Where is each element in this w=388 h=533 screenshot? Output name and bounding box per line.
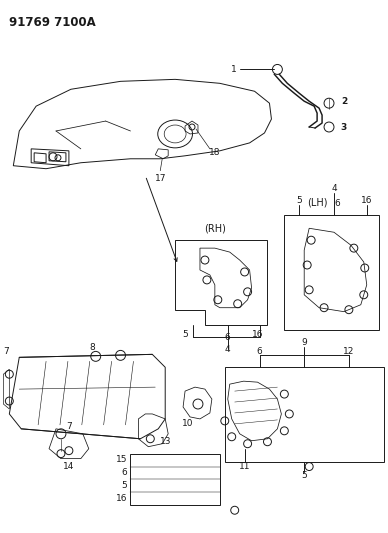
Text: 8: 8 xyxy=(90,343,95,352)
Text: 4: 4 xyxy=(331,184,337,193)
Text: 14: 14 xyxy=(63,462,74,471)
Text: 16: 16 xyxy=(252,330,263,339)
Text: 12: 12 xyxy=(343,347,355,356)
Text: 6: 6 xyxy=(334,199,340,208)
Text: 9: 9 xyxy=(301,338,307,347)
Text: 6: 6 xyxy=(122,468,128,477)
Text: 5: 5 xyxy=(296,196,302,205)
Text: 7: 7 xyxy=(3,347,9,356)
Text: 16: 16 xyxy=(116,494,128,503)
Text: 17: 17 xyxy=(154,174,166,183)
Text: 1: 1 xyxy=(231,65,237,74)
Text: 15: 15 xyxy=(116,455,128,464)
Text: 13: 13 xyxy=(159,437,171,446)
Text: 10: 10 xyxy=(182,419,194,429)
Text: 16: 16 xyxy=(361,196,372,205)
Text: 11: 11 xyxy=(239,462,250,471)
Text: 6: 6 xyxy=(256,347,262,356)
Text: 6: 6 xyxy=(225,333,230,342)
Text: (RH): (RH) xyxy=(204,223,226,233)
Text: 5: 5 xyxy=(301,471,307,480)
Text: 3: 3 xyxy=(341,123,347,132)
Text: 18: 18 xyxy=(209,148,221,157)
Text: 5: 5 xyxy=(122,481,128,490)
Text: 4: 4 xyxy=(225,345,230,354)
Text: 7: 7 xyxy=(66,422,72,431)
Text: 2: 2 xyxy=(341,96,347,106)
Text: 5: 5 xyxy=(182,330,188,339)
Text: 91769 7100A: 91769 7100A xyxy=(9,16,96,29)
Text: (LH): (LH) xyxy=(307,197,327,207)
